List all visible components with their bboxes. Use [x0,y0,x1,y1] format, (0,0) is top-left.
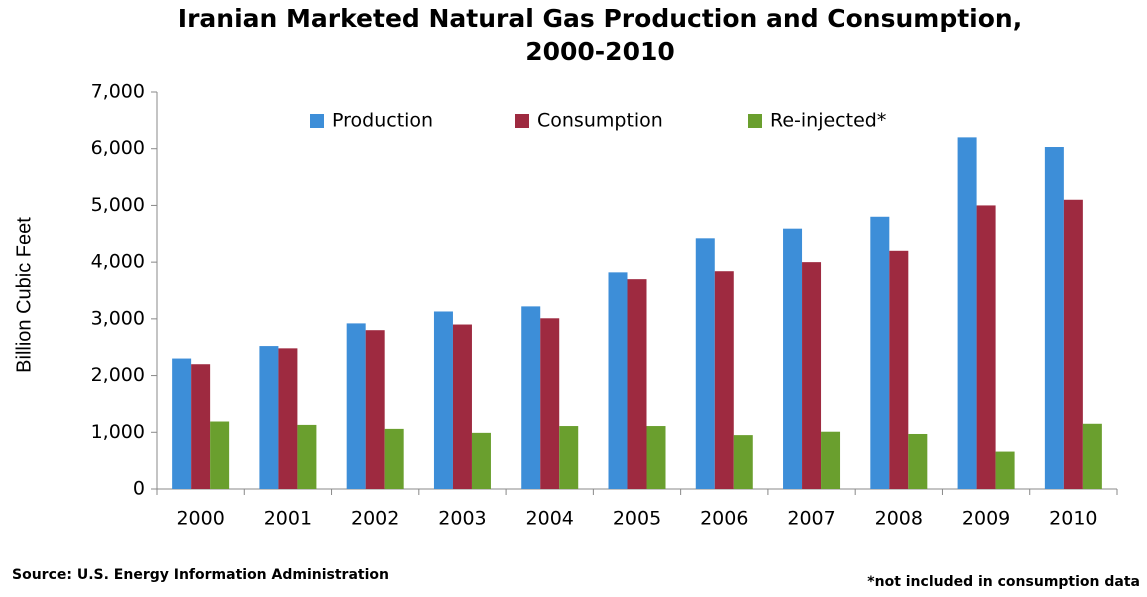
bar [471,432,491,489]
y-tick-label: 5,000 [91,194,145,216]
bar [1063,199,1083,489]
bar [821,431,841,489]
y-tick-label: 7,000 [91,81,145,103]
bar [540,318,560,489]
y-tick-label: 4,000 [91,251,145,273]
bar [908,433,928,489]
bar [714,271,734,489]
y-tick-label: 2,000 [91,364,145,386]
bar [278,348,298,489]
bar [608,272,628,489]
x-tick-label: 2002 [351,508,399,530]
x-tick-label: 2001 [264,508,312,530]
bar [433,311,453,489]
legend-label: Production [332,110,433,132]
x-tick-label: 2007 [787,508,835,530]
bar [957,137,977,489]
bar [995,451,1015,489]
x-tick-label: 2004 [526,508,574,530]
bar [733,435,753,489]
bar [870,216,890,489]
y-tick-label: 0 [133,478,145,500]
bar [210,421,230,489]
x-tick-label: 2009 [962,508,1010,530]
bar [559,426,579,489]
chart-title: Iranian Marketed Natural Gas Production … [178,4,1022,33]
legend-swatch [748,114,762,128]
bar [521,306,541,489]
bar [646,426,666,489]
bar [172,358,192,489]
y-tick-label: 6,000 [91,137,145,159]
bar [627,279,647,489]
x-tick-label: 2010 [1049,508,1097,530]
bar [976,205,996,489]
bar [191,364,211,489]
bar [783,228,803,489]
x-tick-label: 2008 [875,508,923,530]
source-note: Source: U.S. Energy Information Administ… [12,567,389,583]
bar [1044,147,1064,489]
chart-title: 2000-2010 [525,37,675,66]
bar [259,346,279,489]
bar [889,250,909,489]
bar [1082,423,1102,489]
footnote: *not included in consumption data [867,574,1140,590]
x-tick-label: 2000 [176,508,224,530]
x-tick-label: 2005 [613,508,661,530]
bar [802,262,822,489]
bar [384,428,404,489]
bar [452,324,472,489]
bar [695,238,715,489]
y-tick-label: 1,000 [91,421,145,443]
legend-label: Consumption [537,110,663,132]
x-tick-label: 2003 [438,508,486,530]
legend-swatch [310,114,324,128]
x-tick-label: 2006 [700,508,748,530]
bar [365,330,385,489]
bar [297,424,317,489]
legend-label: Re-injected* [770,110,886,132]
bar [346,323,366,489]
y-tick-label: 3,000 [91,307,145,329]
y-axis-label: Billion Cubic Feet [13,217,35,373]
legend-swatch [515,114,529,128]
